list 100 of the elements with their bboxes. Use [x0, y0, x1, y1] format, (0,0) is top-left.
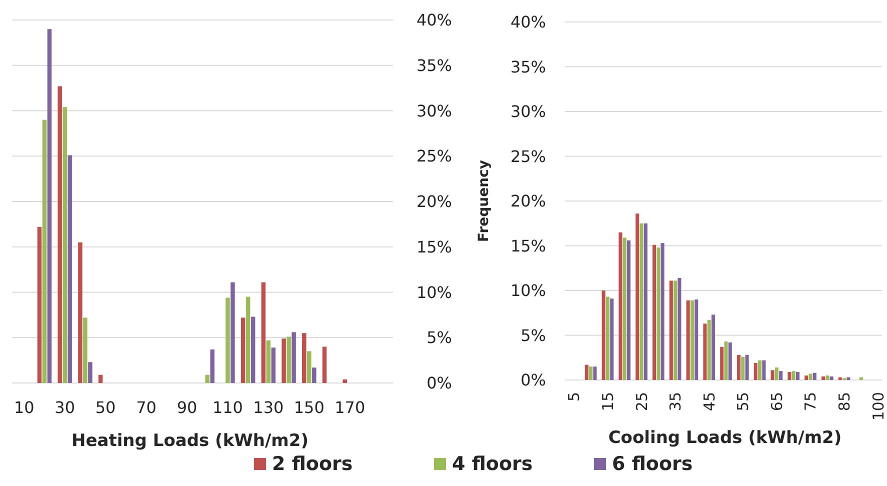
y-tick-label: 25% — [416, 146, 452, 166]
bar — [58, 86, 62, 383]
bar — [98, 374, 103, 383]
y-tick-label: 5% — [426, 328, 452, 348]
bar — [83, 318, 88, 383]
bar — [636, 214, 640, 380]
bar — [644, 223, 648, 380]
y-tick-label: 10% — [416, 282, 452, 302]
bar — [292, 332, 296, 383]
bar — [68, 155, 72, 383]
bar — [796, 372, 800, 380]
y-tick-label: 35% — [416, 56, 452, 75]
bar — [606, 296, 610, 380]
bar — [618, 232, 622, 380]
bar — [788, 372, 792, 380]
bar — [342, 379, 347, 383]
bar — [736, 354, 741, 380]
bar — [286, 336, 291, 383]
bar — [302, 333, 306, 383]
bar — [622, 238, 626, 380]
bar — [226, 298, 230, 383]
bar — [584, 364, 588, 380]
bar — [762, 360, 766, 380]
bar — [602, 290, 606, 380]
bar — [838, 377, 842, 380]
x-tick-label: 110 — [212, 398, 243, 417]
bar — [808, 374, 812, 380]
bar — [640, 223, 644, 380]
y-tick-label: 10% — [510, 281, 546, 300]
bar — [694, 299, 698, 380]
bar — [47, 29, 52, 383]
bar — [720, 346, 724, 380]
bar — [711, 314, 716, 380]
x-tick-label: 65 — [768, 392, 786, 412]
x-tick-label: 10 — [14, 398, 34, 417]
bar — [230, 282, 235, 383]
legend-label: 2 floors — [272, 453, 353, 475]
bar — [686, 300, 690, 380]
bar — [804, 376, 808, 380]
y-tick-label: 20% — [416, 192, 452, 212]
bar — [707, 320, 711, 380]
legend-label: 4 floors — [452, 453, 533, 475]
x-tick-label: 70 — [136, 398, 156, 417]
bar — [770, 370, 774, 380]
bar — [859, 377, 863, 380]
bar — [754, 362, 758, 380]
x-tick-label: 50 — [95, 398, 116, 417]
bar — [37, 226, 42, 383]
bar — [266, 340, 271, 383]
bar — [660, 243, 664, 380]
bar — [205, 374, 210, 383]
x-tick-label: 45 — [700, 392, 718, 412]
bar — [728, 342, 732, 380]
y-tick-label: 40% — [510, 12, 546, 32]
y-tick-label: 5% — [520, 326, 546, 345]
x-tick-label: 150 — [294, 398, 324, 417]
y-tick-label: 15% — [510, 236, 546, 256]
bar — [610, 298, 614, 380]
y-tick-label: 15% — [416, 237, 452, 256]
bar — [652, 244, 656, 380]
bar — [307, 351, 312, 383]
bar — [322, 346, 327, 383]
bar — [246, 296, 250, 383]
bar — [690, 300, 694, 380]
bar — [821, 376, 826, 380]
legend-label: 6 floors — [612, 453, 693, 475]
y-tick-label: 35% — [510, 57, 546, 76]
bar — [282, 338, 286, 383]
y-tick-label: 40% — [416, 10, 452, 30]
bar — [656, 248, 660, 380]
bar — [741, 356, 745, 380]
x-tick-label: 5 — [565, 392, 584, 402]
y-tick-label: 0% — [426, 374, 452, 393]
x-tick-label: 35 — [666, 392, 685, 412]
bar — [42, 120, 47, 383]
bar — [240, 318, 246, 383]
bar — [88, 362, 92, 383]
bar — [678, 278, 682, 380]
bar — [589, 366, 593, 380]
x-tick-label: 130 — [253, 398, 284, 417]
x-tick-label: 55 — [734, 392, 752, 412]
x-tick-label: 170 — [334, 398, 366, 417]
y-tick-label: 30% — [510, 102, 546, 122]
bar — [779, 371, 783, 380]
x-axis-title: Heating Loads (kWh/m2) — [71, 431, 309, 451]
bar — [846, 377, 850, 380]
bar — [626, 240, 631, 380]
bar — [271, 348, 276, 383]
bar — [250, 316, 256, 383]
bar — [758, 360, 762, 380]
bar — [830, 376, 834, 380]
bar — [724, 342, 728, 380]
x-tick-label: 85 — [836, 392, 854, 412]
bar — [312, 368, 316, 383]
y-tick-label: 25% — [510, 146, 546, 166]
bar — [826, 376, 830, 380]
bar — [674, 280, 678, 380]
bar — [745, 354, 749, 380]
bar — [703, 324, 707, 380]
x-axis-title: Cooling Loads (kWh/m2) — [608, 428, 842, 448]
